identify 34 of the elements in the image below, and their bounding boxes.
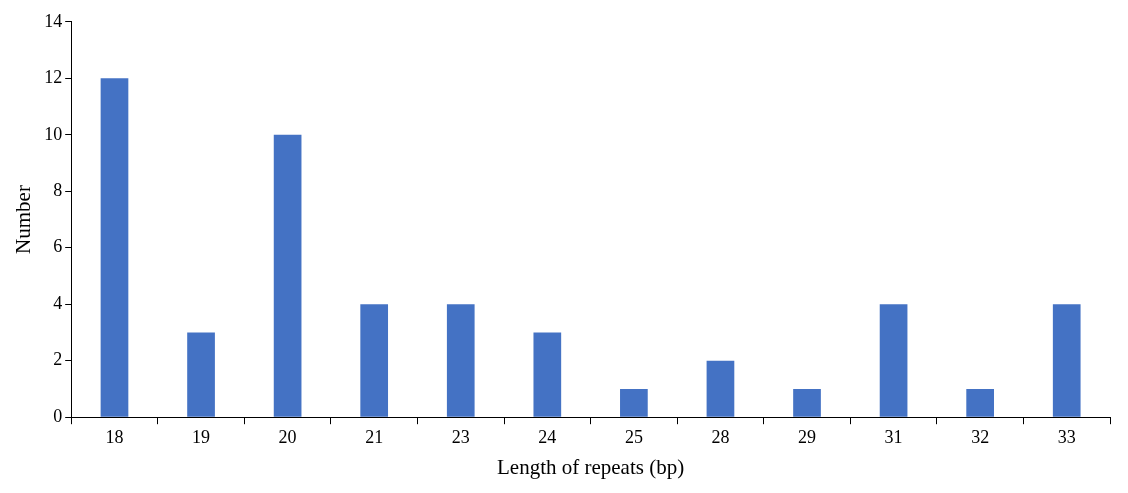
y-tick-label: 4 <box>53 292 63 313</box>
y-tick-label: 12 <box>44 67 63 88</box>
x-tick-label: 28 <box>711 426 730 447</box>
x-tick-label: 33 <box>1057 426 1076 447</box>
bar <box>187 332 215 417</box>
y-tick-label: 8 <box>53 179 63 200</box>
bar <box>100 78 129 417</box>
bar <box>706 360 735 417</box>
bar <box>533 332 562 417</box>
bar <box>793 388 821 417</box>
x-tick-label: 32 <box>971 426 990 447</box>
y-tick-label: 0 <box>53 405 63 426</box>
bar <box>620 388 648 417</box>
bar <box>966 388 994 417</box>
x-tick-label: 24 <box>538 426 557 447</box>
y-tick-label: 14 <box>44 10 63 31</box>
x-tick-label: 19 <box>192 426 211 447</box>
bar <box>1052 304 1081 417</box>
x-tick-label: 21 <box>365 426 384 447</box>
x-axis-title: Length of repeats (bp) <box>497 454 685 479</box>
x-tick-label: 31 <box>884 426 903 447</box>
bar <box>273 134 302 417</box>
x-tick-label: 23 <box>451 426 470 447</box>
y-axis-title: Number <box>11 185 36 254</box>
bar <box>446 304 475 417</box>
y-tick-label: 6 <box>53 236 63 257</box>
y-tick-label: 10 <box>44 123 63 144</box>
x-tick-label: 20 <box>278 426 297 447</box>
y-tick-label: 2 <box>53 349 63 370</box>
bar <box>360 304 389 417</box>
x-tick-label: 18 <box>105 426 124 447</box>
x-tick-label: 29 <box>798 426 817 447</box>
x-tick-label: 25 <box>624 426 643 447</box>
bar <box>879 304 908 417</box>
